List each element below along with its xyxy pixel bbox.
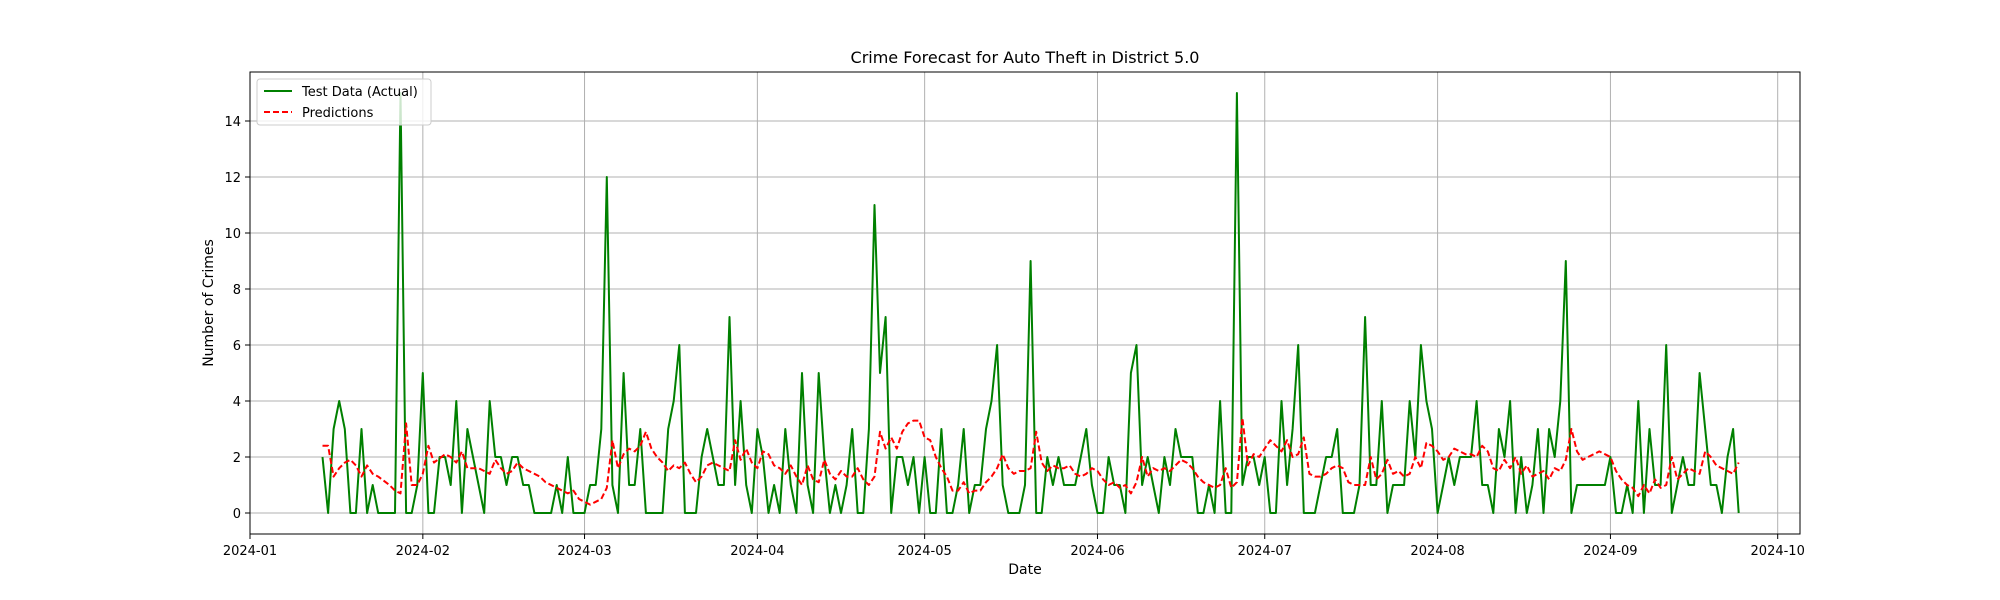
x-tick-label: 2024-06 <box>1070 544 1124 559</box>
legend-label-actual: Test Data (Actual) <box>301 85 418 100</box>
y-tick-label: 2 <box>233 451 241 466</box>
x-tick-label: 2024-07 <box>1238 544 1292 559</box>
series-line-actual <box>321 92 1740 514</box>
y-tick-label: 0 <box>233 507 241 522</box>
grid <box>249 72 1800 534</box>
x-axis-label: Date <box>1008 562 1041 578</box>
series-line-predictions <box>322 416 1740 506</box>
y-tick-label: 10 <box>224 227 241 242</box>
y-axis-label: Number of Crimes <box>201 239 217 367</box>
x-tick-label: 2024-05 <box>897 544 951 559</box>
series-layer <box>321 92 1740 514</box>
x-tick-label: 2024-09 <box>1583 544 1637 559</box>
legend: Test Data (Actual) Predictions <box>256 78 432 126</box>
y-tick-label: 6 <box>233 339 241 354</box>
y-axis: 0 2 4 6 8 10 12 14 <box>224 115 250 522</box>
x-tick-label: 2024-04 <box>730 544 784 559</box>
y-tick-label: 12 <box>224 171 241 186</box>
legend-label-predictions: Predictions <box>302 106 374 121</box>
legend-box <box>256 78 432 126</box>
x-tick-label: 2024-10 <box>1751 544 1805 559</box>
chart-title: Crime Forecast for Auto Theft in Distric… <box>851 48 1200 67</box>
x-tick-label: 2024-03 <box>557 544 611 559</box>
x-axis: 2024-01 2024-02 2024-03 2024-04 2024-05 2024-… <box>223 534 1805 559</box>
x-tick-label: 2024-02 <box>396 544 450 559</box>
x-tick-label: 2024-01 <box>223 544 277 559</box>
plot-frame <box>249 71 1801 535</box>
y-tick-label: 14 <box>224 115 241 130</box>
y-tick-label: 4 <box>233 395 241 410</box>
x-tick-label: 2024-08 <box>1410 544 1464 559</box>
y-tick-label: 8 <box>233 283 241 298</box>
